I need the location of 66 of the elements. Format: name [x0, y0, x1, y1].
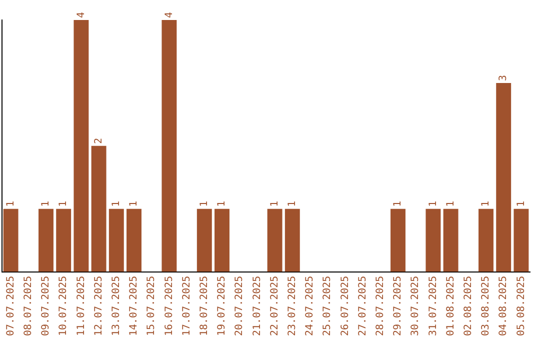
- x-tick-label: 30.07.2025: [410, 276, 422, 336]
- data-label: 1: [269, 200, 280, 207]
- x-tick-label: 12.07.2025: [93, 276, 104, 336]
- data-label: 1: [445, 200, 456, 207]
- x-tick-label: 09.07.2025: [40, 276, 52, 336]
- x-tick-label: 19.07.2025: [216, 276, 228, 336]
- data-label: 1: [58, 200, 70, 207]
- data-label: 1: [392, 200, 404, 207]
- data-label: 1: [128, 200, 140, 207]
- x-tick-label: 27.07.2025: [357, 276, 368, 336]
- x-tick-label: 18.07.2025: [198, 276, 210, 336]
- x-tick-label: 28.07.2025: [374, 276, 386, 336]
- data-label: 1: [110, 200, 122, 207]
- bar: [56, 208, 72, 272]
- x-tick-label: 10.07.2025: [58, 276, 70, 336]
- bar: [3, 208, 18, 272]
- x-tick-label: 02.08.2025: [462, 276, 474, 336]
- x-tick-label: 17.07.2025: [181, 276, 192, 336]
- bar: [74, 20, 89, 272]
- data-label: 1: [480, 200, 492, 207]
- x-tick-label: 05.08.2025: [516, 276, 527, 336]
- data-label: 1: [428, 200, 439, 207]
- x-tick-label: 15.07.2025: [146, 276, 158, 336]
- bar: [496, 82, 512, 272]
- bar: [267, 208, 282, 272]
- x-tick-label: 14.07.2025: [128, 276, 140, 336]
- data-label: 1: [516, 200, 527, 207]
- data-label: 1: [286, 200, 298, 207]
- data-label: 3: [498, 74, 510, 81]
- data-label: 1: [40, 200, 52, 207]
- x-tick-label: 01.08.2025: [445, 276, 456, 336]
- x-tick-label: 22.07.2025: [269, 276, 280, 336]
- x-tick-label: 03.08.2025: [480, 276, 492, 336]
- x-tick-label: 08.07.2025: [22, 276, 34, 336]
- bar: [108, 208, 124, 272]
- bar: [443, 208, 458, 272]
- x-tick-label: 13.07.2025: [110, 276, 122, 336]
- x-tick-label: 16.07.2025: [164, 276, 175, 336]
- x-tick-label: 26.07.2025: [340, 276, 351, 336]
- data-label: 4: [164, 12, 175, 18]
- x-tick-label: 11.07.2025: [76, 276, 87, 336]
- x-tick-label: 21.07.2025: [252, 276, 263, 336]
- data-label: 4: [76, 12, 87, 18]
- x-tick-label: 25.07.2025: [322, 276, 334, 336]
- bar: [162, 20, 177, 272]
- x-tick-label: 29.07.2025: [392, 276, 404, 336]
- x-tick-label: 20.07.2025: [234, 276, 246, 336]
- bar: [126, 208, 142, 272]
- bar: [91, 146, 106, 272]
- x-tick-label: 31.07.2025: [428, 276, 439, 336]
- data-label: 1: [216, 200, 228, 207]
- data-label: 1: [5, 200, 16, 207]
- bar: [38, 208, 54, 272]
- x-tick-label: 04.08.2025: [498, 276, 510, 336]
- x-tick-label: 07.07.2025: [5, 276, 16, 336]
- bar: [514, 208, 529, 272]
- bar: [478, 208, 494, 272]
- bar: [214, 208, 230, 272]
- data-label: 2: [93, 138, 104, 144]
- bar: [390, 208, 406, 272]
- bar: [284, 208, 300, 272]
- data-label: 1: [198, 200, 210, 207]
- bar: [196, 208, 212, 272]
- x-tick-label: 23.07.2025: [286, 276, 298, 336]
- bar: [426, 208, 441, 272]
- x-tick-label: 24.07.2025: [304, 276, 316, 336]
